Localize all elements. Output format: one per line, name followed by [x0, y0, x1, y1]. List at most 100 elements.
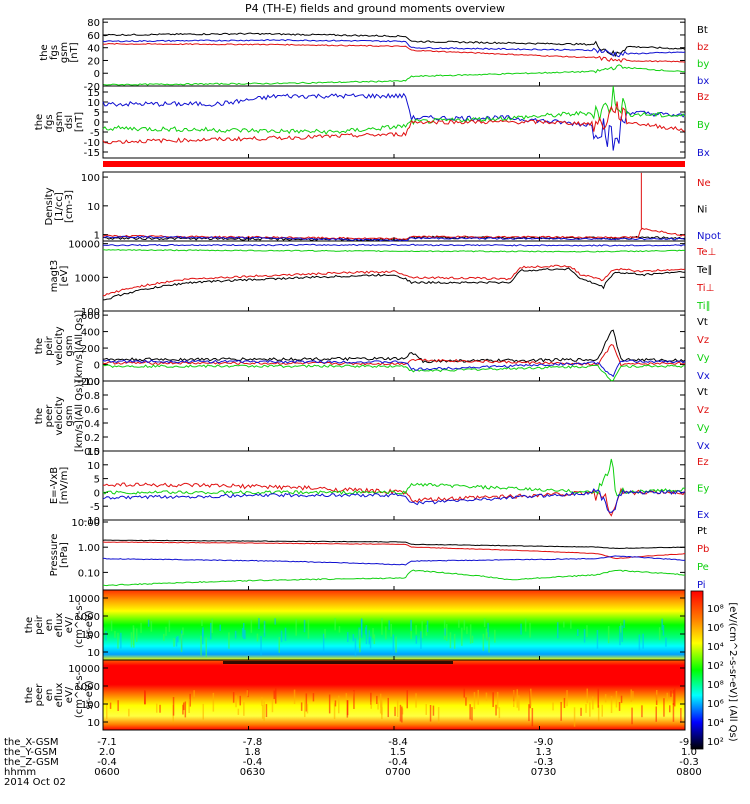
spectrogram-streak	[324, 628, 326, 639]
y-axis-label: [1/cc]	[54, 192, 65, 221]
y-tick-label: 1.00	[78, 543, 100, 554]
spectrogram-streak	[425, 704, 427, 715]
spectrogram-streak	[352, 634, 355, 642]
y-axis-label: peer	[44, 404, 55, 428]
x-row-value: 0630	[240, 767, 265, 778]
legend-entry: Ex	[697, 510, 709, 521]
spectrogram-streak	[120, 632, 122, 649]
x-row-value: -9.4	[679, 737, 699, 748]
y-axis-label: velocity	[54, 326, 65, 365]
spectrogram-streak	[487, 622, 489, 641]
y-axis-label: [nPa]	[59, 542, 70, 568]
spectrogram-streak	[300, 702, 303, 711]
spectrogram-streak	[385, 626, 387, 640]
series-bx	[102, 38, 686, 58]
series-Vt	[102, 329, 686, 364]
spectrogram-streak	[495, 704, 497, 716]
spectrogram-streak	[601, 704, 603, 717]
spectrogram-streak	[415, 625, 417, 635]
x-row-value: 0600	[94, 767, 119, 778]
y-tick-label: 100	[81, 173, 100, 184]
spectrogram-streak	[140, 622, 142, 633]
y-tick-label: 200	[81, 344, 100, 355]
x-row-value: 1.8	[245, 747, 261, 758]
spectrogram-streak	[390, 623, 392, 637]
spectrogram-streak	[271, 699, 274, 713]
spectrogram-streak	[597, 704, 600, 722]
spectrogram-streak	[293, 689, 296, 704]
y-axis-label: gsm	[64, 335, 75, 356]
spectrogram-streak	[630, 689, 632, 702]
y-tick-label: 5	[94, 475, 100, 486]
spectrogram-streak	[661, 618, 663, 631]
spectrogram-streak	[274, 618, 276, 625]
panel-frame	[102, 519, 686, 591]
x-row-value: -0.4	[243, 757, 263, 768]
colorbar-gradient	[690, 590, 704, 750]
spectrogram-streak	[524, 618, 527, 632]
series-Pe	[102, 569, 685, 587]
spectrogram-streak	[263, 620, 266, 637]
y-tick-label: 0.4	[84, 419, 100, 430]
panel-density: 100 10 1 Density [1/cc] [cm-3] Ne Ni Npot	[44, 171, 721, 242]
spectrogram-streak	[492, 692, 494, 707]
y-axis-label: sr-eV)	[84, 610, 95, 639]
spectrogram-streak	[586, 625, 588, 637]
y-tick-label: 0.8	[84, 391, 100, 402]
colorbar-tick-label: 10²	[707, 661, 724, 672]
legend-entry: Vy	[697, 353, 710, 364]
y-tick-label: -5	[90, 502, 100, 513]
spectrogram-streak	[205, 637, 207, 658]
panel-pressure: 10.00 1.00 0.10 Pressure [nPa] Pt Pb Pe Pi	[49, 518, 709, 591]
spectrogram-streak	[415, 635, 418, 644]
y-tick-label: 1	[94, 231, 100, 242]
spectrogram-streak	[228, 632, 230, 649]
y-axis-label: (cm^2-s-	[74, 671, 85, 718]
series-Bx	[102, 92, 686, 151]
x-row-value: -8.4	[388, 737, 408, 748]
spectrogram-streak	[486, 632, 488, 641]
y-tick-label: 1000	[75, 682, 100, 693]
series-By	[102, 85, 686, 136]
spectrogram-streak	[241, 627, 244, 638]
y-tick-label: 15	[87, 88, 100, 99]
spectrogram-streak	[234, 630, 237, 639]
spectrogram-streak	[410, 619, 412, 631]
y-axis-label: [nT]	[69, 42, 80, 62]
spectrogram-streak	[370, 692, 372, 705]
y-axis-label: the	[34, 408, 45, 424]
spectrogram-streak	[528, 704, 530, 722]
data-gap-marker	[223, 661, 453, 664]
spectrogram-streak	[103, 627, 105, 634]
spectrogram-streak	[566, 690, 568, 707]
spectrogram-streak	[261, 697, 263, 706]
spectrogram-streak	[303, 619, 306, 633]
x-row-label: hhmm	[4, 767, 36, 778]
series-Pb	[102, 541, 686, 560]
spectrogram-streak	[615, 690, 618, 708]
y-axis-label: peer	[34, 683, 45, 707]
spectrogram-streak	[449, 632, 452, 649]
plot-title: P4 (TH-E) fields and ground moments over…	[245, 2, 505, 15]
spectrogram-streak	[401, 706, 403, 723]
spectrogram-streak	[680, 708, 682, 723]
spectrogram-streak	[461, 627, 463, 646]
spectrogram-streak	[346, 700, 349, 718]
colorbar-tick-label: 10⁸	[707, 604, 724, 615]
spectrogram-streak	[607, 626, 610, 644]
spectrogram-streak	[663, 698, 665, 717]
x-row-value: 0700	[385, 767, 410, 778]
spectrogram-streak	[655, 706, 657, 722]
panel-peir-velocity: 600 400 200 0 -200 the peir velocity gsm [km/s](A…	[34, 310, 710, 388]
series-Ex	[102, 488, 686, 514]
spectrogram-streak	[243, 702, 245, 716]
spectrogram-streak	[483, 618, 486, 627]
spectrogram-streak	[620, 695, 623, 703]
spectrogram-streak	[180, 633, 183, 652]
y-tick-label: 10000	[68, 594, 100, 605]
x-row-label: the_Y-GSM	[4, 747, 57, 758]
spectrogram-streak	[128, 708, 130, 717]
legend-entry: Vt	[697, 317, 708, 328]
spectrogram-streak	[172, 697, 175, 716]
y-tick-label: 0	[94, 118, 100, 129]
